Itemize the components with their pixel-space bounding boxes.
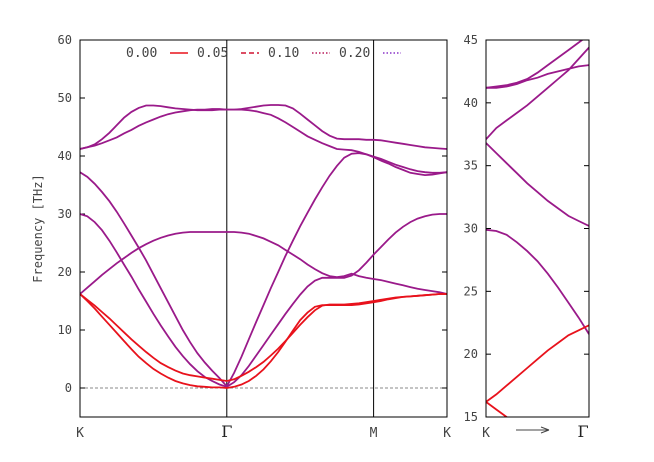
- y-tick-label: 0: [65, 381, 72, 395]
- y-tick-label: 20: [464, 347, 478, 361]
- phonon-branch-3: [79, 213, 447, 388]
- phonon-branch-0: [486, 64, 589, 89]
- x-tick-label: Γ: [577, 422, 588, 441]
- x-tick-label: K: [76, 426, 84, 441]
- phonon-branch-6: [486, 401, 509, 417]
- phonon-branch-5: [486, 324, 589, 403]
- y-tick-label: 45: [464, 33, 478, 47]
- phonon-branch-6: [79, 293, 447, 389]
- legend-label: 0.20: [339, 46, 370, 61]
- phonon-branch-2: [486, 46, 589, 140]
- main-dispersion-plot: 0 10 20 30 40 50 60 K Γ M K Frequency [THz] 0.00 0.05…: [31, 33, 451, 441]
- legend-label: 0.00: [126, 46, 157, 61]
- y-tick-label: 25: [464, 284, 478, 298]
- side-plot-frame: [485, 39, 590, 418]
- y-tick-label: 20: [58, 265, 72, 279]
- y-tick-label: 50: [58, 91, 72, 105]
- y-tick-label: 35: [464, 159, 478, 173]
- y-tick-label: 40: [464, 96, 478, 110]
- x-tick-label: Γ: [221, 422, 232, 441]
- arrow-head: [540, 426, 550, 434]
- main-plot-frame: [79, 39, 448, 418]
- phonon-branch-4: [486, 228, 589, 335]
- x-tick-label: M: [370, 426, 378, 441]
- zoom-dispersion-plot: 15 20 25 30 35 40 45 K Γ: [464, 33, 590, 441]
- x-tick-label: K: [482, 426, 490, 441]
- legend-label: 0.05: [197, 46, 228, 61]
- phonon-branch-1: [79, 108, 448, 177]
- x-tick-label: K: [443, 426, 451, 441]
- y-tick-label: 15: [464, 410, 478, 424]
- y-tick-label: 10: [58, 323, 72, 337]
- phonon-branch-0: [79, 104, 448, 150]
- y-tick-label: 40: [58, 149, 72, 163]
- y-axis-label: Frequency [THz]: [31, 174, 45, 282]
- phonon-branch-1: [486, 40, 584, 89]
- phonon-branch-2: [79, 152, 448, 388]
- phonon-branch-4: [79, 231, 448, 295]
- phonon-branch-3: [486, 142, 589, 227]
- y-tick-label: 60: [58, 33, 72, 47]
- y-tick-label: 30: [464, 222, 478, 236]
- y-tick-label: 30: [58, 207, 72, 221]
- legend-label: 0.10: [268, 46, 299, 61]
